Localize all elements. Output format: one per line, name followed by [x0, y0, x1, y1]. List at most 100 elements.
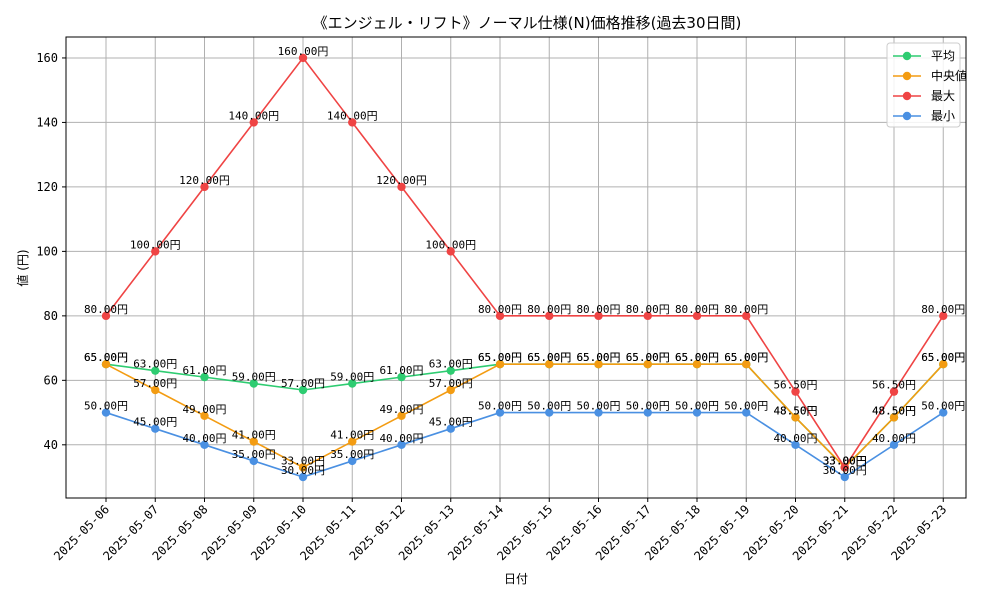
data-point	[545, 311, 554, 321]
data-label: 40.00円	[773, 432, 817, 445]
data-point	[791, 387, 800, 396]
x-axis-ticks: 2025-05-062025-05-072025-05-082025-05-09…	[51, 498, 949, 563]
y-tick-label: 60	[44, 373, 58, 387]
data-label: 65.00円	[724, 351, 768, 364]
data-label: 56.50円	[872, 379, 916, 392]
data-point	[594, 311, 603, 321]
data-point	[791, 440, 800, 450]
data-label: 48.50円	[872, 404, 916, 417]
series-line	[105, 411, 944, 479]
data-label: 65.00円	[478, 351, 522, 364]
data-label: 49.00円	[379, 403, 423, 416]
data-label: 50.00円	[626, 400, 670, 413]
data-label: 80.00円	[576, 303, 620, 316]
data-point	[348, 456, 357, 466]
data-point	[101, 408, 111, 417]
data-point	[348, 379, 357, 388]
data-point	[791, 413, 800, 422]
data-point	[939, 408, 948, 417]
data-label: 56.50円	[773, 379, 817, 392]
data-point	[348, 437, 357, 446]
data-label: 57.00円	[133, 377, 177, 390]
data-label: 65.00円	[527, 351, 571, 364]
data-point	[692, 311, 702, 321]
data-point	[692, 408, 702, 417]
data-label: 65.00円	[675, 351, 719, 364]
data-point	[397, 372, 406, 382]
data-point	[446, 424, 455, 433]
data-label: 35.00円	[232, 448, 276, 461]
data-point	[742, 360, 751, 369]
plot-area	[65, 36, 967, 499]
data-point	[594, 408, 603, 417]
data-label: 48.50円	[872, 404, 916, 417]
data-label: 41.00円	[232, 429, 276, 442]
data-point	[495, 408, 505, 417]
legend-entry: 平均	[931, 49, 955, 63]
data-point	[939, 311, 948, 321]
data-label: 140.00円	[327, 109, 378, 122]
series-line	[105, 56, 944, 469]
data-point	[101, 311, 111, 321]
data-label: 140.00円	[228, 109, 279, 122]
data-label: 59.00円	[330, 371, 374, 384]
data-point	[298, 385, 308, 395]
data-label: 48.50円	[773, 404, 817, 417]
grid	[66, 37, 966, 498]
data-label: 50.00円	[576, 400, 620, 413]
data-label: 100.00円	[425, 238, 476, 251]
data-label: 33.00円	[823, 454, 867, 467]
legend-swatch-marker	[902, 71, 912, 81]
data-label: 45.00円	[133, 416, 177, 429]
data-label: 65.00円	[576, 351, 620, 364]
data-label: 80.00円	[478, 303, 522, 316]
y-tick-label: 80	[44, 309, 58, 323]
data-point	[643, 360, 652, 369]
data-point	[397, 440, 406, 450]
data-point	[889, 440, 899, 450]
data-point	[200, 411, 209, 420]
legend-swatch-marker	[902, 111, 912, 121]
data-point	[840, 472, 849, 482]
data-point	[249, 379, 258, 388]
data-label: 80.00円	[921, 303, 965, 316]
series-lines	[101, 53, 948, 482]
data-label: 65.00円	[626, 351, 670, 364]
legend-swatch-marker	[902, 51, 912, 61]
data-point	[840, 463, 849, 472]
data-point	[495, 360, 505, 369]
data-label: 120.00円	[179, 174, 230, 187]
data-point	[200, 182, 209, 192]
data-label: 65.00円	[576, 351, 620, 364]
data-label: 40.00円	[872, 432, 916, 445]
data-label: 30.00円	[823, 464, 867, 477]
data-point	[446, 247, 455, 256]
data-point	[249, 118, 258, 127]
chart-title: 《エンジェル・リフト》ノーマル仕様(N)価格推移(過去30日間)	[313, 14, 742, 32]
data-label: 80.00円	[626, 303, 670, 316]
data-label: 57.00円	[429, 377, 473, 390]
data-point	[200, 372, 209, 382]
data-label: 59.00円	[232, 371, 276, 384]
data-label: 50.00円	[527, 400, 571, 413]
data-label: 49.00円	[182, 403, 226, 416]
data-point	[348, 118, 357, 127]
data-point	[643, 408, 652, 417]
legend-entry: 最大	[931, 89, 955, 103]
data-point	[151, 424, 160, 433]
legend-box	[886, 42, 961, 128]
data-point	[151, 366, 160, 375]
y-axis-label: 値 (円)	[15, 249, 30, 286]
y-tick-label: 140	[36, 115, 58, 129]
x-axis-label: 日付	[504, 572, 528, 586]
data-point	[889, 387, 899, 396]
data-label: 65.00円	[478, 351, 522, 364]
data-label: 61.00円	[379, 364, 423, 377]
data-label: 65.00円	[921, 351, 965, 364]
data-label: 65.00円	[84, 351, 128, 364]
data-point	[742, 408, 751, 417]
data-label: 50.00円	[675, 400, 719, 413]
data-label: 65.00円	[724, 351, 768, 364]
